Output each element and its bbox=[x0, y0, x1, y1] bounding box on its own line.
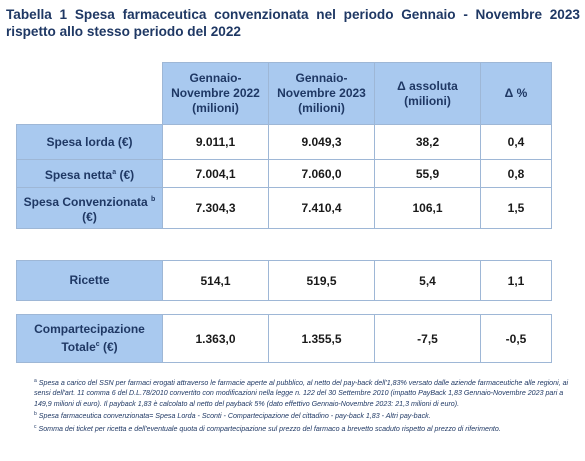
table-row: Spesa lorda (€) 9.011,1 9.049,3 38,2 0,4 bbox=[16, 124, 552, 160]
cell-value: 1,1 bbox=[480, 260, 552, 301]
row-label-ricette: Ricette bbox=[16, 260, 163, 301]
header-2022: Gennaio-Novembre 2022 (milioni) bbox=[162, 62, 269, 125]
cell-value: 9.049,3 bbox=[268, 124, 375, 160]
title-line-2: rispetto allo stesso periodo del 2022 bbox=[6, 24, 241, 39]
header-delta-assoluta: Δ assoluta (milioni) bbox=[374, 62, 481, 125]
cell-value: 7.004,1 bbox=[162, 159, 269, 188]
row-label-spesa-lorda: Spesa lorda (€) bbox=[16, 124, 163, 160]
footnotes: a Spesa a carico del SSN per farmaci ero… bbox=[6, 376, 580, 434]
table-row: Compartecipazione Totalec (€) 1.363,0 1.… bbox=[16, 314, 552, 363]
table-title: Tabella 1 Spesa farmaceutica convenziona… bbox=[6, 6, 580, 40]
footnote-a: a Spesa a carico del SSN per farmaci ero… bbox=[34, 378, 569, 408]
table-row: Spesa nettaa (€) 7.004,1 7.060,0 55,9 0,… bbox=[16, 159, 552, 188]
cell-value: -0,5 bbox=[480, 314, 552, 363]
cell-value: 1.355,5 bbox=[268, 314, 375, 363]
cell-value: 0,4 bbox=[480, 124, 552, 160]
cell-value: 38,2 bbox=[374, 124, 481, 160]
cell-value: 7.410,4 bbox=[268, 187, 375, 229]
header-2023: Gennaio-Novembre 2023 (milioni) bbox=[268, 62, 375, 125]
cell-value: 106,1 bbox=[374, 187, 481, 229]
row-label-spesa-convenzionata: Spesa Convenzionata b (€) bbox=[16, 187, 163, 229]
cell-value: 0,8 bbox=[480, 159, 552, 188]
compartecipazione-table: Compartecipazione Totalec (€) 1.363,0 1.… bbox=[16, 314, 552, 363]
cell-value: -7,5 bbox=[374, 314, 481, 363]
table-row: Spesa Convenzionata b (€) 7.304,3 7.410,… bbox=[16, 187, 552, 229]
footnote-c: c Somma dei ticket per ricetta e dell'ev… bbox=[34, 423, 501, 433]
row-label-compartecipazione: Compartecipazione Totalec (€) bbox=[16, 314, 163, 363]
title-line-1: Tabella 1 Spesa farmaceutica convenziona… bbox=[6, 7, 580, 22]
footnote-b: b Spesa farmaceutica convenzionata= Spes… bbox=[34, 411, 431, 421]
cell-value: 5,4 bbox=[374, 260, 481, 301]
cell-value: 9.011,1 bbox=[162, 124, 269, 160]
header-corner bbox=[17, 63, 163, 125]
cell-value: 519,5 bbox=[268, 260, 375, 301]
table-row: Ricette 514,1 519,5 5,4 1,1 bbox=[16, 260, 552, 301]
cell-value: 1,5 bbox=[480, 187, 552, 229]
cell-value: 55,9 bbox=[374, 159, 481, 188]
cell-value: 1.363,0 bbox=[162, 314, 269, 363]
header-delta-percent: Δ % bbox=[480, 62, 552, 125]
cell-value: 7.304,3 bbox=[162, 187, 269, 229]
cell-value: 7.060,0 bbox=[268, 159, 375, 188]
header-row: Gennaio-Novembre 2022 (milioni) Gennaio-… bbox=[17, 62, 552, 125]
row-label-spesa-netta: Spesa nettaa (€) bbox=[16, 159, 163, 188]
ricette-table: Ricette 514,1 519,5 5,4 1,1 bbox=[16, 260, 552, 301]
cell-value: 514,1 bbox=[162, 260, 269, 301]
spesa-table: Gennaio-Novembre 2022 (milioni) Gennaio-… bbox=[16, 62, 552, 229]
